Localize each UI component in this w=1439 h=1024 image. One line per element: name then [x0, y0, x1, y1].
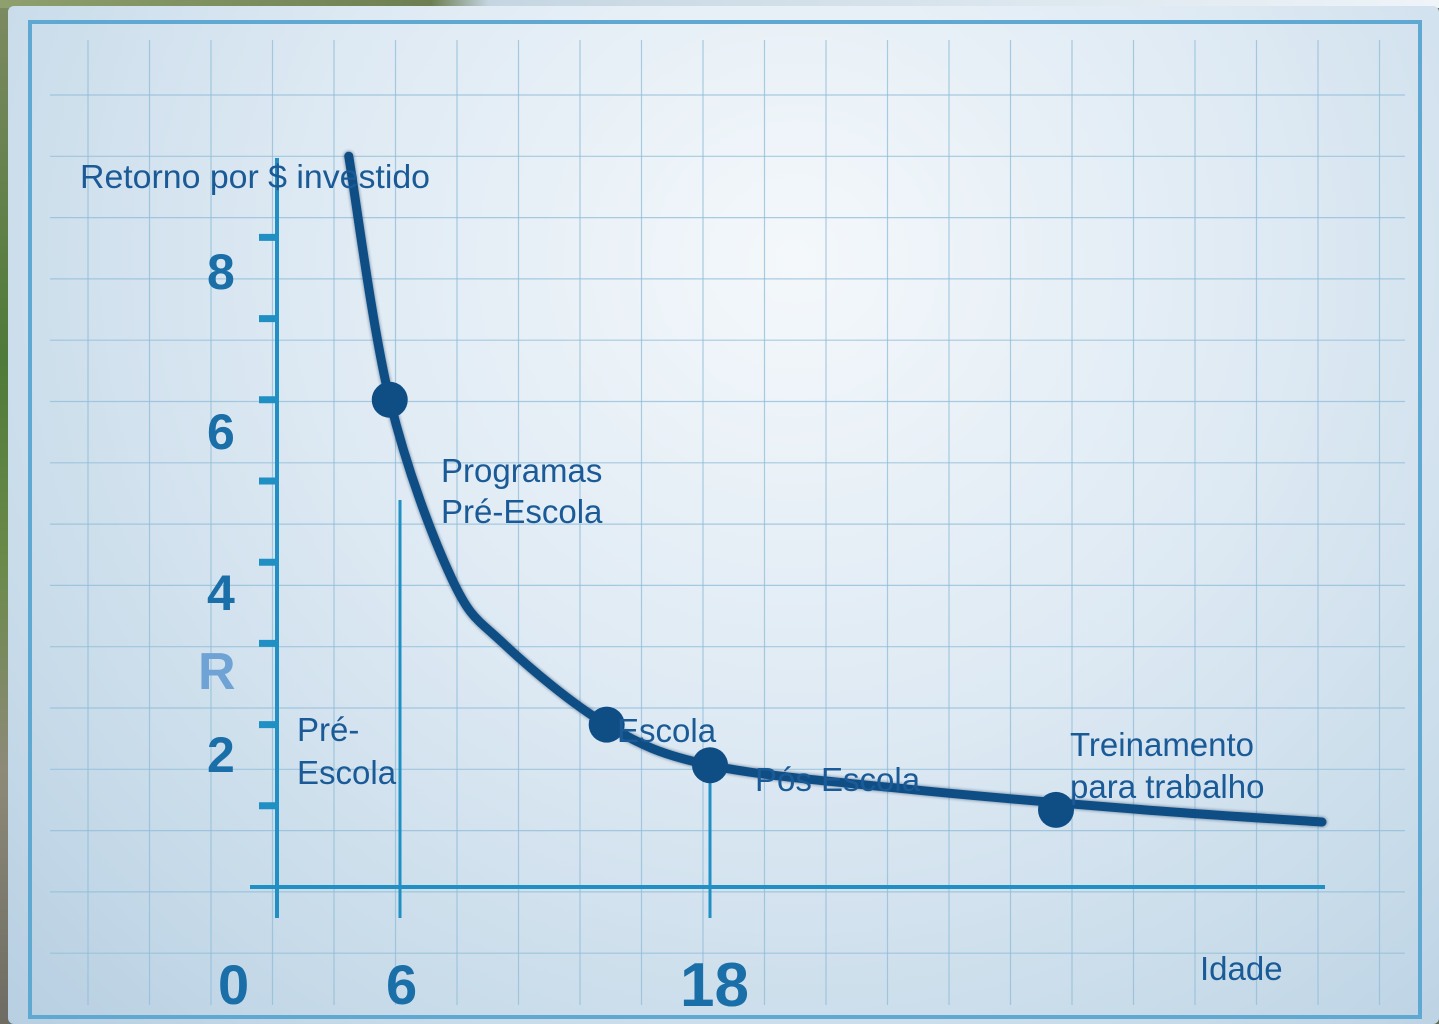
x-tick-label-18: 18 [680, 951, 749, 1020]
background-photo-top [0, 0, 1439, 8]
label-pre: Pré- [297, 711, 359, 748]
y-tick-label-4: 4 [207, 565, 235, 621]
data-point [588, 706, 625, 743]
y-tick-label-2: 2 [207, 727, 235, 783]
data-point [692, 747, 728, 784]
y-axis-marker-r: R [198, 643, 236, 701]
data-points [371, 381, 1074, 828]
label-para-trabalho: para trabalho [1070, 768, 1264, 805]
board-frame [28, 20, 1422, 1019]
data-point [371, 381, 408, 418]
x-tick-label-0: 0 [218, 953, 249, 1016]
y-tick-label-6: 6 [207, 404, 235, 460]
y-tick-marks [259, 233, 279, 810]
label-pos-escola: Pós Escola [755, 761, 921, 798]
label-pre-escola-program: Pré-Escola [441, 493, 603, 530]
chart-board [8, 6, 1439, 1024]
x-axis-label: Idade [1200, 950, 1283, 987]
label-programas: Programas [441, 452, 602, 489]
y-tick-label-8: 8 [207, 244, 235, 300]
label-escola: Escola [617, 712, 717, 749]
data-point [1038, 791, 1074, 828]
y-axis-label: Retorno por $ investido [80, 158, 430, 195]
return-curve-shadow [343, 150, 1328, 828]
axes [250, 158, 1325, 918]
label-treinamento: Treinamento [1070, 726, 1254, 763]
label-escola-region: Escola [297, 754, 397, 791]
return-curve [344, 151, 1327, 827]
x-tick-label-6: 6 [386, 953, 417, 1016]
